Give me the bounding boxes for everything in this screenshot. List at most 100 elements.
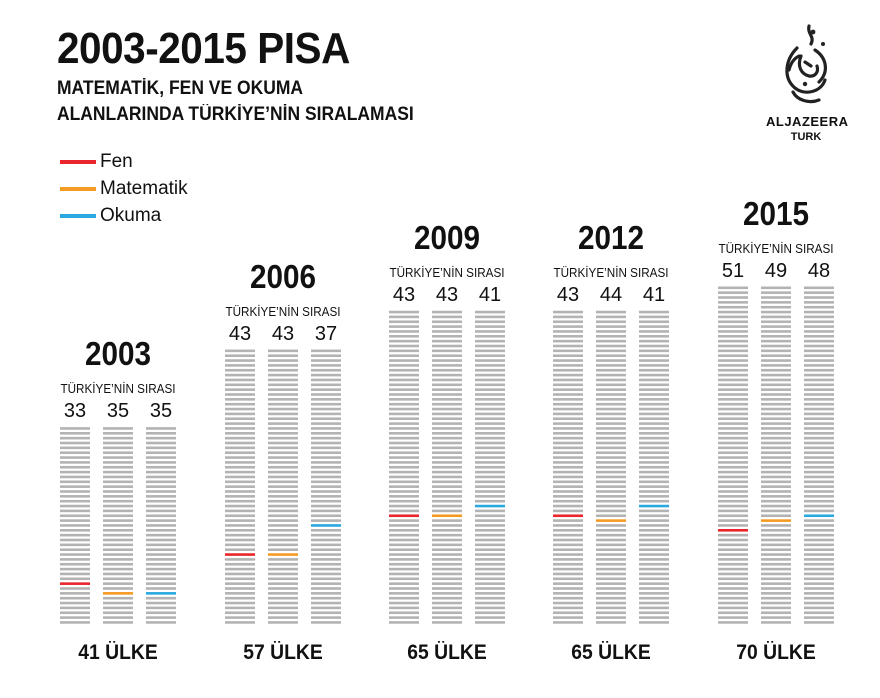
country-stripe xyxy=(639,606,669,610)
country-stripe xyxy=(225,451,255,454)
country-stripe xyxy=(475,412,505,416)
country-stripe xyxy=(718,296,748,299)
country-stripe xyxy=(432,436,462,440)
country-stripe xyxy=(761,514,791,518)
country-stripe xyxy=(475,601,505,605)
country-stripe xyxy=(553,349,583,353)
country-stripe xyxy=(389,475,419,479)
country-stripe xyxy=(432,562,462,566)
country-stripe xyxy=(432,490,462,493)
country-stripe xyxy=(432,538,462,542)
country-stripe xyxy=(553,310,583,314)
country-stripe xyxy=(225,417,255,421)
country-stripe xyxy=(553,592,583,595)
country-stripe xyxy=(225,422,255,425)
country-stripe xyxy=(761,407,791,411)
country-stripe xyxy=(553,490,583,493)
country-stripe xyxy=(475,359,505,362)
country-stripe xyxy=(146,504,176,508)
country-stripe xyxy=(553,446,583,450)
country-stripe xyxy=(432,339,462,343)
country-stripe xyxy=(761,422,791,425)
country-stripe xyxy=(718,456,748,459)
country-stripe xyxy=(146,616,176,619)
rank-marker-okuma xyxy=(804,514,834,518)
country-stripe xyxy=(311,567,341,571)
country-stripe xyxy=(639,378,669,382)
country-stripe xyxy=(225,592,255,595)
country-stripe xyxy=(596,475,626,479)
country-stripe xyxy=(639,499,669,503)
country-stripe xyxy=(146,538,176,542)
country-stripe xyxy=(268,446,298,450)
country-stripe xyxy=(103,553,133,556)
country-stripe xyxy=(268,548,298,551)
country-stripe xyxy=(596,339,626,343)
country-stripe xyxy=(475,320,505,324)
country-stripe xyxy=(804,480,834,484)
country-stripe xyxy=(60,519,90,522)
country-stripe xyxy=(268,475,298,479)
country-stripe xyxy=(103,601,133,605)
country-stripe xyxy=(60,596,90,600)
country-stripe xyxy=(596,461,626,464)
country-stripe xyxy=(553,402,583,406)
country-stripe xyxy=(103,538,133,542)
country-stripe xyxy=(761,611,791,615)
country-stripe xyxy=(60,533,90,537)
country-stripe xyxy=(804,359,834,362)
country-stripe xyxy=(475,548,505,551)
country-stripe xyxy=(804,330,834,333)
country-stripe xyxy=(718,533,748,537)
country-stripe xyxy=(804,558,834,561)
country-stripe xyxy=(432,519,462,522)
country-stripe xyxy=(804,301,834,304)
country-stripe xyxy=(389,339,419,343)
rank-value-fen: 43 xyxy=(556,283,580,306)
country-stripe xyxy=(804,553,834,556)
country-stripe xyxy=(718,368,748,372)
country-stripe xyxy=(639,509,669,513)
country-stripe xyxy=(475,572,505,576)
country-stripe xyxy=(389,344,419,348)
legend-label-matematik: Matematik xyxy=(100,177,188,199)
country-stripe xyxy=(761,315,791,319)
country-stripe xyxy=(389,315,419,319)
country-stripe xyxy=(804,402,834,406)
country-stripe xyxy=(432,601,462,605)
country-stripe xyxy=(389,417,419,421)
country-stripe xyxy=(311,611,341,615)
country-stripe xyxy=(389,388,419,391)
country-stripe xyxy=(103,611,133,615)
country-stripe xyxy=(225,582,255,585)
country-stripe xyxy=(60,436,90,440)
country-stripe xyxy=(268,383,298,387)
country-stripe xyxy=(596,354,626,357)
rank-marker-matematik xyxy=(103,592,133,595)
country-stripe xyxy=(639,325,669,328)
country-stripe xyxy=(268,417,298,421)
country-stripe xyxy=(225,354,255,357)
country-stripe xyxy=(103,529,133,532)
country-stripe xyxy=(553,470,583,474)
country-stripe xyxy=(103,572,133,576)
country-stripe xyxy=(639,514,669,518)
country-stripe xyxy=(553,538,583,542)
country-stripe xyxy=(761,325,791,328)
country-stripe xyxy=(804,470,834,474)
country-stripe xyxy=(311,587,341,590)
rank-marker-okuma xyxy=(475,504,505,508)
country-stripe xyxy=(389,364,419,367)
country-stripe xyxy=(389,490,419,493)
country-stripe xyxy=(389,611,419,615)
country-stripe xyxy=(389,432,419,435)
country-stripe xyxy=(268,529,298,532)
country-stripe xyxy=(553,553,583,556)
country-stripe xyxy=(804,485,834,488)
country-stripe xyxy=(432,432,462,435)
country-stripe xyxy=(596,456,626,459)
country-stripe xyxy=(268,373,298,377)
stripe-column-okuma xyxy=(475,310,505,624)
country-count: 57 ÜLKE xyxy=(243,641,323,664)
country-stripe xyxy=(389,422,419,425)
